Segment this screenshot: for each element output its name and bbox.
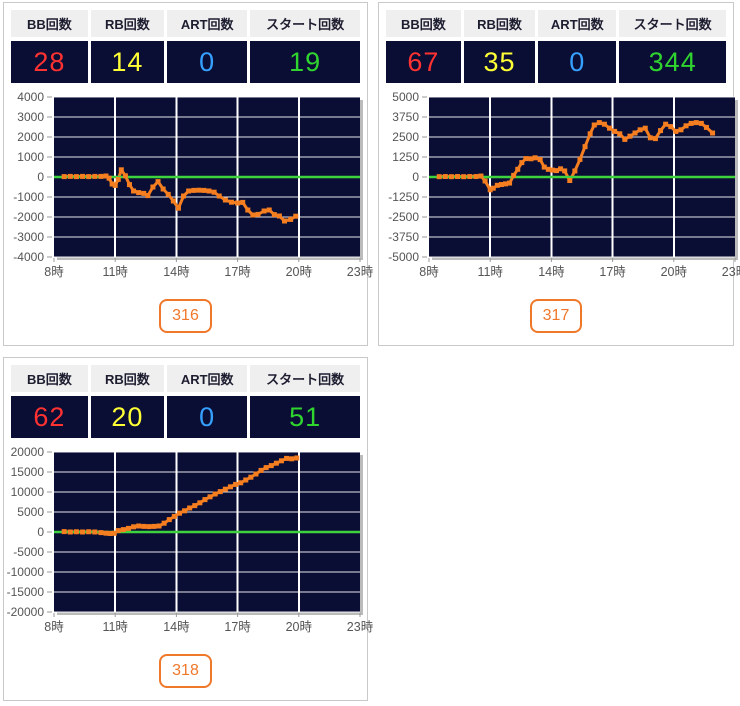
panel-row-bottom: BB回数 RB回数 ART回数 スタート回数 62 20 0 51 -20000… [3, 357, 740, 701]
svg-text:3750: 3750 [392, 110, 419, 124]
stat-value-art: 0 [538, 41, 617, 83]
svg-text:5000: 5000 [392, 90, 419, 104]
svg-text:-4000: -4000 [13, 250, 44, 264]
stat-value-start: 51 [250, 396, 360, 438]
machine-panel-316: BB回数 RB回数 ART回数 スタート回数 28 14 0 19 -4000-… [3, 2, 374, 346]
stat-header-bb: BB回数 [11, 10, 88, 37]
stat-value-rb: 14 [90, 41, 165, 83]
stat-value-start: 19 [250, 41, 360, 83]
stat-header-start: スタート回数 [250, 365, 360, 392]
svg-text:14時: 14時 [538, 265, 565, 279]
svg-text:1000: 1000 [17, 150, 44, 164]
stats-table: BB回数 RB回数 ART回数 スタート回数 62 20 0 51 [8, 362, 363, 438]
svg-text:4000: 4000 [17, 90, 44, 104]
stats-header-row: BB回数 RB回数 ART回数 スタート回数 [386, 10, 726, 37]
svg-text:8時: 8時 [44, 620, 64, 634]
svg-text:20時: 20時 [661, 265, 688, 279]
stats-header-row: BB回数 RB回数 ART回数 スタート回数 [11, 365, 360, 392]
svg-text:2000: 2000 [17, 130, 44, 144]
svg-text:14時: 14時 [163, 620, 190, 634]
machine-number-button[interactable]: 318 [159, 654, 212, 688]
svg-text:17時: 17時 [224, 265, 251, 279]
svg-text:23時: 23時 [722, 265, 740, 279]
svg-text:20時: 20時 [286, 620, 313, 634]
svg-text:20000: 20000 [11, 445, 45, 459]
stat-header-rb: RB回数 [90, 10, 165, 37]
svg-text:17時: 17時 [599, 265, 626, 279]
stat-value-rb: 20 [90, 396, 165, 438]
svg-text:0: 0 [412, 170, 419, 184]
machine-number-row: 316 [8, 299, 363, 333]
stat-header-bb: BB回数 [386, 10, 461, 37]
panel-row-top: BB回数 RB回数 ART回数 スタート回数 28 14 0 19 -4000-… [3, 2, 740, 346]
stat-value-bb: 62 [11, 396, 88, 438]
machine-number-row: 317 [383, 299, 729, 333]
stat-header-art: ART回数 [167, 10, 248, 37]
svg-text:2500: 2500 [392, 130, 419, 144]
svg-text:8時: 8時 [419, 265, 439, 279]
stat-header-bb: BB回数 [11, 365, 88, 392]
stat-value-art: 0 [167, 396, 248, 438]
stat-header-rb: RB回数 [463, 10, 536, 37]
machine-panel-317: BB回数 RB回数 ART回数 スタート回数 67 35 0 344 -5000… [378, 2, 740, 346]
svg-text:-3750: -3750 [388, 230, 419, 244]
stat-header-start: スタート回数 [619, 10, 726, 37]
stat-header-rb: RB回数 [90, 365, 165, 392]
svg-text:5000: 5000 [17, 505, 44, 519]
machine-panel-318: BB回数 RB回数 ART回数 スタート回数 62 20 0 51 -20000… [3, 357, 374, 701]
stat-header-start: スタート回数 [250, 10, 360, 37]
stats-value-row: 67 35 0 344 [386, 41, 726, 83]
stats-table: BB回数 RB回数 ART回数 スタート回数 67 35 0 344 [383, 7, 729, 83]
svg-text:1250: 1250 [392, 150, 419, 164]
svg-text:8時: 8時 [44, 265, 64, 279]
stat-header-art: ART回数 [538, 10, 617, 37]
svg-text:-10000: -10000 [7, 565, 45, 579]
svg-text:-5000: -5000 [388, 250, 419, 264]
svg-text:15000: 15000 [11, 465, 45, 479]
svg-text:11時: 11時 [102, 620, 128, 634]
machine-number-button[interactable]: 316 [159, 299, 212, 333]
slump-graph: -5000 -3750 -2500 -1250 0 1250 2500 3750 5000 8時 1… [383, 90, 740, 285]
svg-text:-15000: -15000 [7, 585, 45, 599]
svg-text:10000: 10000 [11, 485, 45, 499]
svg-text:11時: 11時 [102, 265, 128, 279]
svg-text:-3000: -3000 [13, 230, 44, 244]
svg-text:20時: 20時 [286, 265, 313, 279]
svg-text:0: 0 [37, 525, 44, 539]
svg-text:14時: 14時 [163, 265, 190, 279]
stat-value-start: 344 [619, 41, 726, 83]
svg-text:-1000: -1000 [13, 190, 44, 204]
machine-number-row: 318 [8, 654, 363, 688]
svg-text:-2500: -2500 [388, 210, 419, 224]
svg-text:-20000: -20000 [7, 605, 45, 619]
stats-value-row: 28 14 0 19 [11, 41, 360, 83]
svg-text:-2000: -2000 [13, 210, 44, 224]
machine-number-button[interactable]: 317 [529, 299, 583, 333]
slump-graph: -20000 -15000 -10000 -5000 0 5000 10000 15000 20… [7, 445, 374, 640]
slump-graph: -4000 -3000 -2000 -1000 0 1000 2000 3000 4000 8時 1… [8, 90, 373, 285]
stats-table: BB回数 RB回数 ART回数 スタート回数 28 14 0 19 [8, 7, 363, 83]
svg-text:23時: 23時 [347, 620, 374, 634]
stat-value-rb: 35 [463, 41, 536, 83]
svg-text:-1250: -1250 [388, 190, 419, 204]
svg-text:-5000: -5000 [13, 545, 44, 559]
stat-value-bb: 67 [386, 41, 461, 83]
stat-value-bb: 28 [11, 41, 88, 83]
stat-value-art: 0 [167, 41, 248, 83]
svg-text:23時: 23時 [347, 265, 374, 279]
svg-text:3000: 3000 [17, 110, 44, 124]
svg-text:11時: 11時 [477, 265, 503, 279]
svg-text:17時: 17時 [224, 620, 251, 634]
stats-value-row: 62 20 0 51 [11, 396, 360, 438]
stats-header-row: BB回数 RB回数 ART回数 スタート回数 [11, 10, 360, 37]
stat-header-art: ART回数 [167, 365, 248, 392]
svg-text:0: 0 [37, 170, 44, 184]
